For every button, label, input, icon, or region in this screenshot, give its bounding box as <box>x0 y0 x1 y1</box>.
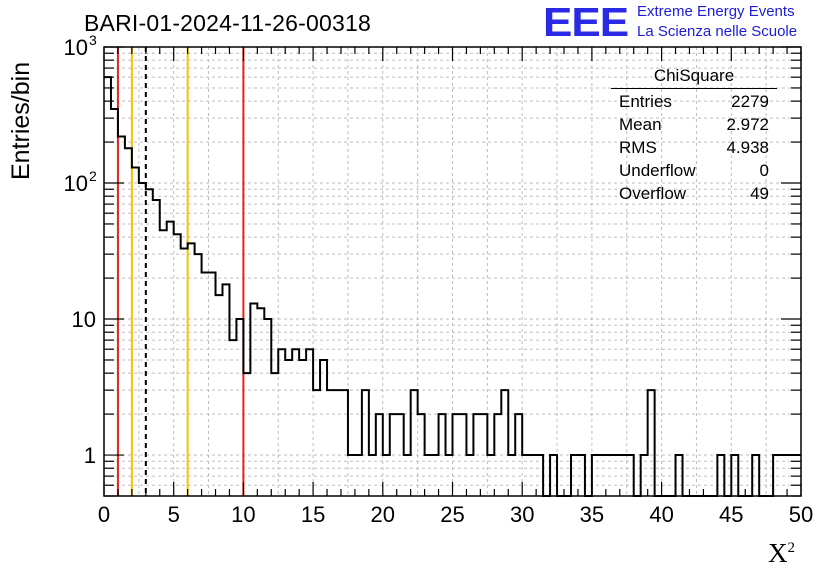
y-axis-label: Entries/bin <box>7 61 35 180</box>
y-tick-label: 10 <box>64 171 88 196</box>
x-tick-label: 50 <box>789 502 813 527</box>
y-tick-label-exponent: 3 <box>89 32 97 48</box>
x-tick-label: 5 <box>168 502 180 527</box>
x-tick-label: 20 <box>371 502 395 527</box>
y-tick-label-exponent: 2 <box>89 168 97 184</box>
axis-ticks <box>103 46 802 497</box>
stats-row-overflow: Overflow 49 <box>611 182 777 205</box>
logo-line-1: Extreme Energy Events <box>637 3 795 20</box>
stats-label: RMS <box>619 138 657 157</box>
stats-label: Entries <box>619 92 672 111</box>
stats-value: 2.972 <box>726 115 769 134</box>
stats-title: ChiSquare <box>611 66 777 89</box>
eee-logo: EEE <box>543 0 629 46</box>
y-tick-label: 10 <box>72 307 96 332</box>
x-tick-label: 0 <box>98 502 110 527</box>
reference-lines <box>116 47 245 496</box>
stats-value: 49 <box>750 184 769 203</box>
x-tick-labels: 0 5 10 15 20 25 30 35 40 45 50 <box>98 502 813 527</box>
chart-title: BARI-01-2024-11-26-00318 <box>84 10 371 36</box>
x-axis-label: X2 <box>768 538 795 568</box>
x-tick-label: 35 <box>580 502 604 527</box>
stats-label: Overflow <box>619 184 687 203</box>
x-tick-label: 40 <box>649 502 673 527</box>
x-tick-label: 15 <box>301 502 325 527</box>
x-tick-label: 25 <box>440 502 464 527</box>
stats-row-mean: Mean 2.972 <box>611 113 777 136</box>
x-tick-label: 30 <box>510 502 534 527</box>
y-tick-label: 10 <box>64 35 88 60</box>
stats-row-underflow: Underflow 0 <box>611 159 777 182</box>
stats-row-entries: Entries 2279 <box>611 90 777 113</box>
logo-line-2: La Scienza nelle Scuole <box>637 23 798 40</box>
stats-value: 4.938 <box>726 138 769 157</box>
stats-row-rms: RMS 4.938 <box>611 136 777 159</box>
stats-box: ChiSquare Entries 2279 Mean 2.972 RMS 4.… <box>611 66 777 205</box>
x-tick-label: 10 <box>231 502 255 527</box>
stats-value: 0 <box>759 161 769 180</box>
stats-value: 2279 <box>731 92 769 111</box>
stats-label: Underflow <box>619 161 696 180</box>
y-tick-label: 1 <box>84 443 96 468</box>
x-tick-label: 45 <box>719 502 743 527</box>
stats-label: Mean <box>619 115 662 134</box>
